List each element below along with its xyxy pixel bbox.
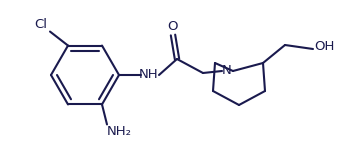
Text: NH₂: NH₂ — [107, 125, 132, 138]
Text: NH: NH — [139, 68, 159, 81]
Text: OH: OH — [314, 40, 334, 52]
Text: Cl: Cl — [34, 18, 48, 31]
Text: N: N — [222, 65, 232, 78]
Text: O: O — [167, 19, 177, 32]
